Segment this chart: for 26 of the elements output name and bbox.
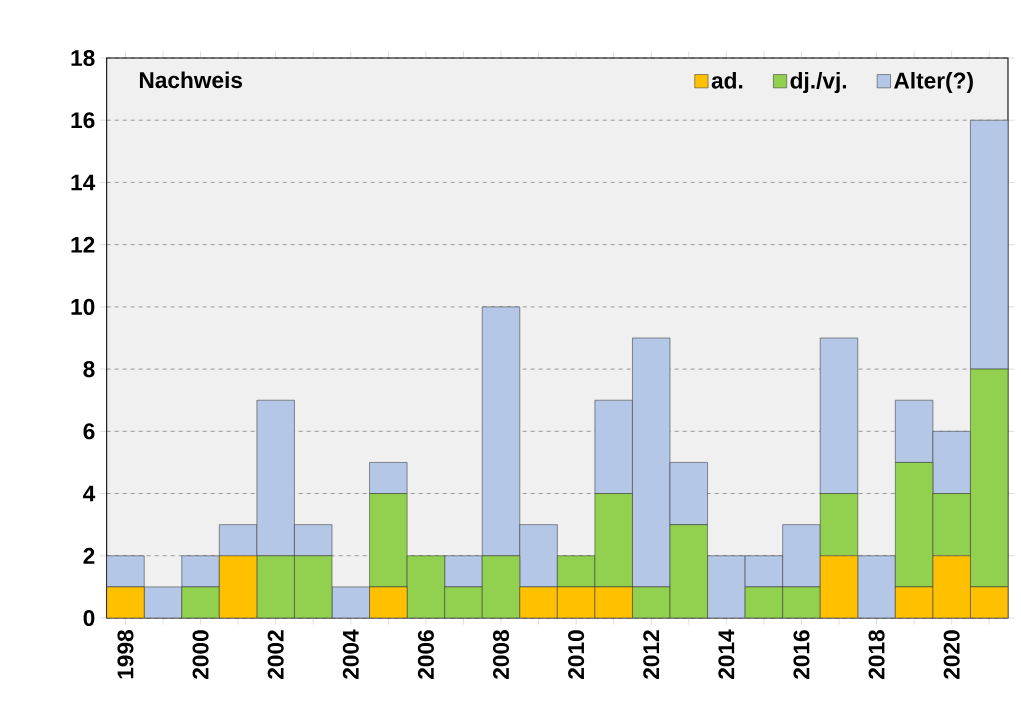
y-tick-label: 18 bbox=[71, 49, 95, 67]
x-tick-label: 2006 bbox=[417, 630, 434, 679]
legend-label: dj./vj. bbox=[790, 72, 847, 94]
y-tick-label: 10 bbox=[71, 298, 95, 315]
x-tick-label: 2016 bbox=[793, 630, 810, 679]
x-tick-label: 2020 bbox=[943, 630, 960, 679]
y-tick-label: 4 bbox=[83, 485, 96, 502]
chart-title: Nachweis bbox=[139, 71, 243, 89]
y-tick-label: 0 bbox=[83, 609, 95, 627]
x-tick-label: 2000 bbox=[192, 630, 209, 679]
y-tick-label: 16 bbox=[71, 112, 95, 129]
x-tick-label: 2010 bbox=[568, 630, 585, 679]
y-tick-label: 8 bbox=[83, 361, 95, 378]
y-tick-label: 14 bbox=[71, 174, 96, 191]
x-tick-label: 1998 bbox=[117, 630, 134, 679]
x-tick-label: 2012 bbox=[643, 630, 660, 679]
y-tick-label: 2 bbox=[83, 547, 95, 564]
x-tick-label: 2018 bbox=[868, 630, 885, 679]
legend-label: ad. bbox=[711, 72, 743, 89]
x-tick-label: 2014 bbox=[718, 629, 735, 679]
y-tick-label: 6 bbox=[83, 423, 95, 440]
x-tick-label: 2002 bbox=[267, 630, 284, 679]
y-tick-label: 12 bbox=[71, 236, 95, 253]
legend-label: Alter(?) bbox=[894, 72, 973, 94]
x-tick-label: 2004 bbox=[342, 629, 359, 679]
x-tick-label: 2008 bbox=[492, 630, 510, 679]
